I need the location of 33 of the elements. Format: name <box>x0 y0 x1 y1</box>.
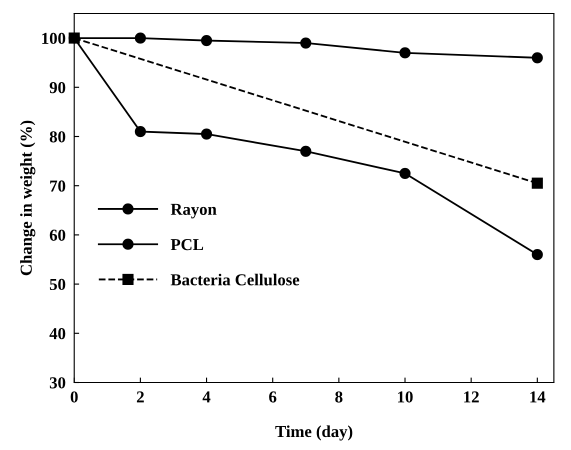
x-tick-label: 14 <box>530 391 546 402</box>
x-tick-label: 2 <box>136 391 144 402</box>
y-tick-label: 60 <box>50 230 66 241</box>
point <box>300 146 312 157</box>
x-axis-title: Time (day) <box>275 425 352 441</box>
point <box>532 249 543 260</box>
point <box>532 52 543 64</box>
y-tick-label: 30 <box>50 377 66 388</box>
point <box>68 32 80 44</box>
point <box>134 32 146 44</box>
y-tick-label: 90 <box>50 82 66 94</box>
y-tick-label: 70 <box>50 180 66 192</box>
point <box>532 178 543 189</box>
y-tick-label: 100 <box>42 32 66 44</box>
x-tick-label: 4 <box>202 391 210 402</box>
legend-label: PCL <box>170 239 204 250</box>
x-tick-label: 0 <box>70 391 78 403</box>
legend-label: Rayon <box>170 204 217 218</box>
point <box>399 168 411 179</box>
y-axis-title: Change in weight (%) <box>20 120 36 276</box>
point <box>399 47 411 58</box>
x-tick-label: 10 <box>398 391 413 403</box>
y-tick-label: 80 <box>50 131 66 142</box>
y-tick-label: 40 <box>49 328 66 340</box>
y-tick-label: 50 <box>50 278 66 290</box>
x-tick-label: 8 <box>335 391 342 403</box>
point <box>200 128 212 140</box>
legend-label: Bacteria Cellulose <box>170 274 300 286</box>
point <box>300 37 312 49</box>
x-tick-label: 6 <box>269 391 276 403</box>
x-tick-label: 12 <box>464 391 479 402</box>
point <box>200 35 212 46</box>
point <box>134 126 146 138</box>
